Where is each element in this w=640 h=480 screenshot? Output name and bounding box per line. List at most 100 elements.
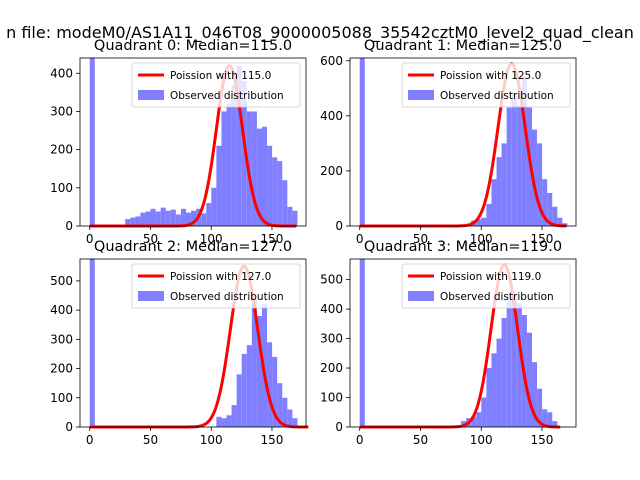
histogram-bar bbox=[130, 217, 136, 226]
histogram-bar bbox=[531, 129, 538, 226]
histogram-bar bbox=[542, 409, 548, 427]
histogram-bar bbox=[155, 211, 161, 226]
histogram-bar bbox=[277, 161, 283, 226]
histogram-bar bbox=[89, 259, 95, 427]
histogram-bar bbox=[211, 187, 217, 226]
y-tick-label: 400 bbox=[320, 109, 343, 123]
legend-box bbox=[131, 263, 301, 309]
histogram-bar bbox=[471, 416, 477, 427]
histogram-bar bbox=[125, 219, 131, 226]
histogram-bar bbox=[287, 206, 293, 226]
y-tick-label: 600 bbox=[320, 54, 343, 68]
histogram-bar bbox=[165, 210, 171, 226]
y-tick-label: 500 bbox=[320, 273, 343, 287]
axes-frame bbox=[79, 258, 307, 428]
legend-line-label: Poission with 127.0 bbox=[170, 271, 271, 283]
histogram-bar bbox=[226, 415, 232, 427]
y-tick-label: 0 bbox=[335, 420, 343, 434]
histogram-bar bbox=[557, 217, 563, 226]
histogram-bar bbox=[236, 374, 242, 427]
histogram-bar bbox=[537, 388, 543, 427]
histogram-bar bbox=[231, 405, 237, 427]
figure-suptitle: n file: modeM0/AS1A11_046T08_9000005088_… bbox=[6, 23, 634, 43]
histogram-bar bbox=[511, 93, 517, 226]
histogram-bar bbox=[542, 179, 548, 226]
histogram-bar bbox=[501, 143, 507, 226]
histogram-bar bbox=[481, 217, 487, 226]
histogram-bar bbox=[145, 211, 151, 226]
histogram-bar bbox=[476, 219, 482, 226]
x-tick-label: 150 bbox=[531, 433, 554, 447]
subplot-title: Quadrant 3: Median=119.0 bbox=[364, 239, 562, 255]
histogram-bar bbox=[521, 77, 527, 226]
y-tick-label: 0 bbox=[335, 219, 343, 233]
histogram-bar bbox=[272, 157, 278, 226]
axes-frame bbox=[349, 258, 577, 428]
histogram-bar bbox=[267, 342, 273, 427]
histogram-bar bbox=[516, 104, 522, 226]
y-tick-label: 0 bbox=[65, 219, 73, 233]
subplot-quadrant-0: 0 50 100 150 0 100 200 300 400 Quadrant 0: Median… bbox=[50, 38, 307, 246]
histogram-bar bbox=[246, 345, 252, 427]
histogram-bar bbox=[206, 203, 212, 226]
y-tick-label: 100 bbox=[320, 391, 343, 405]
histogram-bar bbox=[150, 208, 156, 226]
histogram-bar bbox=[251, 298, 257, 427]
x-tick-label: 100 bbox=[470, 433, 493, 447]
histogram-bar bbox=[236, 65, 242, 227]
histogram-bar bbox=[547, 192, 553, 226]
subplot-quadrant-3: 0 50 100 150 0 100 200 300 400 500 Quadrant 3: Med… bbox=[320, 239, 577, 447]
histogram-bar bbox=[486, 368, 492, 427]
histogram-bar bbox=[359, 58, 365, 226]
histogram-bar bbox=[241, 80, 247, 226]
x-tick-label: 50 bbox=[143, 433, 158, 447]
histogram-bar bbox=[201, 213, 207, 226]
histogram-bar bbox=[241, 353, 247, 427]
legend-box bbox=[131, 62, 301, 108]
histogram-bar bbox=[282, 397, 288, 427]
histogram-bar bbox=[537, 143, 543, 226]
subplot-title: Quadrant 0: Median=115.0 bbox=[94, 38, 292, 54]
x-tick-label: 100 bbox=[470, 232, 493, 246]
subplot-quadrant-1: 0 50 100 150 0 200 400 600 Quadrant 1: Median=12… bbox=[320, 38, 577, 246]
axes-frame bbox=[79, 57, 307, 227]
y-tick-label: 200 bbox=[320, 361, 343, 375]
histogram-bar bbox=[552, 421, 558, 427]
legend-hist-swatch bbox=[408, 291, 434, 301]
x-tick-label: 150 bbox=[261, 433, 284, 447]
y-tick-label: 400 bbox=[50, 66, 73, 80]
legend-box bbox=[401, 263, 571, 309]
subplot-title: Quadrant 1: Median=125.0 bbox=[364, 38, 562, 54]
legend-hist-swatch bbox=[138, 90, 164, 100]
legend-hist-label: Observed distribution bbox=[170, 90, 284, 102]
histogram-bar bbox=[511, 294, 517, 427]
y-tick-label: 300 bbox=[50, 104, 73, 118]
histogram-bar bbox=[292, 418, 298, 427]
axes-frame bbox=[349, 57, 577, 227]
x-tick-label: 150 bbox=[531, 232, 554, 246]
histogram-bar bbox=[226, 103, 232, 226]
histogram-bar bbox=[256, 128, 262, 226]
y-tick-label: 300 bbox=[50, 332, 73, 346]
histogram-bar bbox=[135, 216, 141, 226]
x-tick-label: 0 bbox=[356, 232, 364, 246]
histogram-bar bbox=[89, 58, 95, 226]
x-tick-label: 0 bbox=[356, 433, 364, 447]
y-tick-label: 0 bbox=[65, 420, 73, 434]
histogram-bar bbox=[359, 259, 365, 427]
legend-hist-label: Observed distribution bbox=[440, 291, 554, 303]
histogram-bar bbox=[506, 107, 512, 226]
histogram-bar bbox=[516, 303, 522, 427]
histogram-bar bbox=[506, 294, 512, 427]
histogram-bar bbox=[216, 145, 222, 226]
histogram-bar bbox=[185, 212, 192, 226]
x-tick-label: 0 bbox=[86, 232, 94, 246]
histogram-bar bbox=[526, 332, 532, 427]
histogram-bar bbox=[486, 203, 492, 226]
legend-line-label: Poission with 125.0 bbox=[440, 70, 541, 82]
x-tick-label: 150 bbox=[261, 232, 284, 246]
legend-hist-label: Observed distribution bbox=[170, 291, 284, 303]
subplot-title: Quadrant 2: Median=127.0 bbox=[94, 239, 292, 255]
histogram-bar bbox=[256, 315, 262, 427]
